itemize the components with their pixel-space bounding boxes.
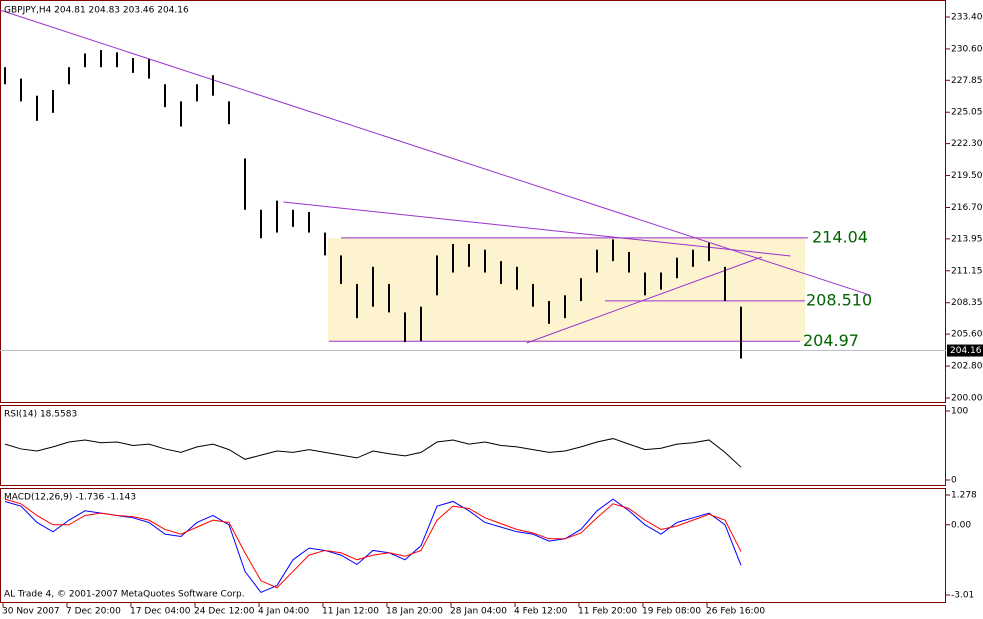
level-label: 208.510 bbox=[806, 290, 872, 309]
macd-pane bbox=[0, 488, 946, 603]
trend-line bbox=[283, 201, 791, 257]
x-tick-label: 19 Feb 08:00 bbox=[642, 607, 701, 617]
y-tick-label: 219.50 bbox=[951, 171, 983, 181]
x-tick-label: 18 Jan 20:00 bbox=[386, 607, 443, 617]
x-tick-label: 4 Jan 04:00 bbox=[258, 607, 310, 617]
x-tick-label: 26 Feb 16:00 bbox=[706, 607, 765, 617]
y-tick-label: 216.70 bbox=[951, 203, 983, 213]
pane-title: RSI(14) 18.5583 bbox=[4, 410, 77, 420]
y-tick-label: 213.95 bbox=[951, 234, 983, 244]
y-tick-label: 211.15 bbox=[951, 266, 983, 276]
indicator-line bbox=[4, 498, 742, 594]
y-tick-label: 200.00 bbox=[951, 393, 983, 403]
x-tick-label: 30 Nov 2007 bbox=[2, 607, 60, 617]
x-tick-label: 24 Dec 12:00 bbox=[194, 607, 255, 617]
x-tick-label: 17 Dec 04:00 bbox=[130, 607, 191, 617]
x-tick-label: 11 Jan 12:00 bbox=[322, 607, 379, 617]
x-tick-label: 11 Feb 20:00 bbox=[578, 607, 637, 617]
level-label: 214.04 bbox=[812, 227, 868, 246]
y-tick-label: 0 bbox=[951, 475, 957, 485]
rsi-pane bbox=[0, 405, 946, 486]
y-tick-label: 202.80 bbox=[951, 362, 983, 372]
y-tick-label: 222.30 bbox=[951, 139, 983, 149]
x-tick-label: 4 Feb 12:00 bbox=[514, 607, 568, 617]
y-tick-label: 1.278 bbox=[951, 490, 977, 500]
y-tick-label: 100 bbox=[951, 406, 968, 416]
y-tick-label: 230.60 bbox=[951, 44, 983, 54]
level-label: 204.97 bbox=[803, 331, 859, 350]
current-price-label: 204.16 bbox=[950, 346, 982, 356]
range-box bbox=[328, 237, 805, 342]
indicator-line bbox=[4, 438, 742, 468]
current-price-box bbox=[947, 344, 983, 357]
y-tick-label: 225.05 bbox=[951, 108, 983, 118]
y-tick-label: 205.60 bbox=[951, 330, 983, 340]
y-tick-label: 208.35 bbox=[951, 298, 983, 308]
y-tick-label: -3.01 bbox=[951, 591, 974, 601]
y-tick-label: 227.85 bbox=[951, 76, 983, 86]
trend-line bbox=[526, 256, 762, 344]
y-tick-label: 0.00 bbox=[951, 520, 971, 530]
x-tick-label: 28 Jan 04:00 bbox=[450, 607, 507, 617]
copyright: AL Trade 4, © 2001-2007 MetaQuotes Softw… bbox=[4, 590, 245, 600]
trend-line bbox=[0, 9, 871, 296]
indicator-line bbox=[4, 498, 742, 589]
pane-title: MACD(12,26,9) -1.736 -1.143 bbox=[4, 493, 136, 503]
x-tick-label: 7 Dec 20:00 bbox=[66, 607, 121, 617]
pane-title: GBPJPY,H4 204.81 204.83 203.46 204.16 bbox=[4, 6, 189, 16]
y-tick-label: 233.40 bbox=[951, 12, 983, 22]
